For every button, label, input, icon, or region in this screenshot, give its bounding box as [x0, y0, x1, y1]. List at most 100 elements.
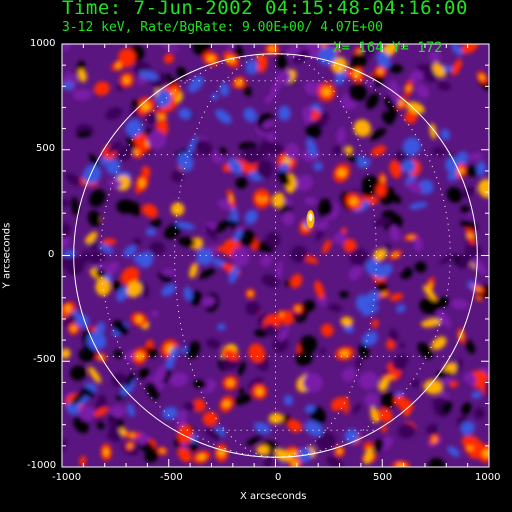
emission-blob — [253, 422, 271, 434]
emission-blob — [355, 357, 363, 369]
emission-blob — [366, 93, 380, 110]
emission-core — [482, 449, 489, 458]
emission-blob — [460, 205, 472, 214]
emission-blob — [138, 367, 150, 380]
emission-blob — [189, 262, 198, 279]
emission-core — [229, 194, 233, 203]
emission-blob — [126, 403, 135, 417]
emission-blob — [352, 403, 362, 415]
emission-blob — [392, 353, 409, 371]
emission-blob — [375, 263, 393, 279]
emission-blob — [268, 412, 284, 424]
emission-blob — [261, 242, 272, 254]
emission-core — [386, 375, 395, 379]
emission-blob — [120, 379, 136, 396]
emission-core — [141, 102, 151, 111]
emission-blob — [62, 222, 71, 238]
emission-core — [392, 253, 399, 257]
emission-blob — [194, 139, 213, 156]
emission-blob — [123, 245, 137, 257]
emission-blob — [212, 258, 225, 267]
emission-blob — [214, 219, 231, 233]
emission-blob — [211, 93, 219, 101]
emission-blob — [436, 310, 452, 328]
emission-blob — [187, 136, 198, 155]
emission-blob — [246, 436, 261, 446]
emission-blob — [415, 83, 430, 99]
emission-blob — [231, 246, 250, 267]
emission-blob — [353, 119, 371, 137]
emission-blob — [245, 301, 261, 316]
emission-blob — [72, 89, 92, 101]
emission-blob — [160, 44, 180, 52]
emission-blob — [341, 367, 356, 382]
emission-blob — [208, 244, 217, 255]
emission-blob — [261, 119, 276, 130]
emission-blob — [164, 223, 182, 240]
emission-blob — [276, 52, 287, 71]
emission-blob — [278, 327, 289, 342]
emission-blob — [146, 381, 159, 400]
emission-blob — [356, 155, 365, 163]
emission-blob — [423, 285, 437, 301]
emission-blob — [177, 447, 192, 463]
emission-blob — [442, 65, 453, 72]
emission-blob — [89, 153, 101, 170]
emission-blob — [270, 79, 281, 98]
emission-blob — [99, 243, 114, 254]
emission-blob — [361, 182, 377, 198]
emission-blob — [442, 375, 453, 384]
emission-blob — [397, 422, 416, 439]
emission-core — [291, 460, 299, 467]
emission-blob — [126, 135, 137, 150]
emission-blob — [305, 122, 322, 139]
emission-blob — [373, 438, 384, 453]
emission-blob — [88, 366, 102, 384]
emission-core — [340, 350, 350, 357]
emission-blob — [228, 44, 236, 51]
emission-blob — [177, 236, 196, 247]
emission-blob — [332, 145, 343, 155]
emission-blob — [217, 323, 226, 331]
emission-core — [337, 169, 347, 177]
emission-core — [475, 287, 482, 291]
emission-blob — [71, 196, 79, 216]
emission-blob — [386, 339, 396, 350]
emission-blob — [315, 228, 324, 241]
emission-blob — [484, 379, 489, 397]
emission-blob — [110, 405, 125, 418]
emission-blob — [237, 361, 246, 377]
emission-blob — [154, 365, 167, 384]
emission-blob — [279, 163, 290, 172]
emission-blob — [441, 401, 453, 415]
emission-blob — [453, 358, 463, 375]
emission-blob — [278, 105, 291, 121]
emission-blob — [409, 69, 424, 83]
emission-blob — [116, 199, 136, 214]
emission-blob — [471, 391, 482, 399]
emission-blob — [193, 379, 207, 389]
emission-blob — [371, 319, 379, 328]
emission-blob — [125, 119, 143, 137]
emission-blob — [189, 290, 203, 306]
emission-blob — [417, 63, 428, 72]
emission-blob — [150, 310, 160, 318]
emission-blob — [84, 231, 98, 244]
emission-blob — [106, 140, 122, 154]
emission-blob — [304, 197, 318, 205]
emission-blob — [177, 152, 194, 172]
emission-blob — [316, 431, 336, 452]
emission-core — [407, 235, 415, 239]
emission-blob — [243, 107, 257, 122]
emission-blob — [455, 151, 468, 168]
emission-core — [337, 448, 342, 454]
emission-blob — [384, 243, 391, 254]
energy-rate-subtitle: 3-12 keV, Rate/BgRate: 9.00E+00/ 4.07E+0… — [62, 20, 383, 35]
emission-blob — [256, 444, 270, 456]
emission-blob — [476, 161, 487, 176]
emission-core — [322, 87, 331, 96]
cursor-coordinate-readout: X= 164 Y= 172 — [333, 40, 443, 56]
emission-blob — [461, 186, 476, 198]
emission-blob — [215, 109, 232, 124]
emission-blob — [401, 159, 416, 174]
